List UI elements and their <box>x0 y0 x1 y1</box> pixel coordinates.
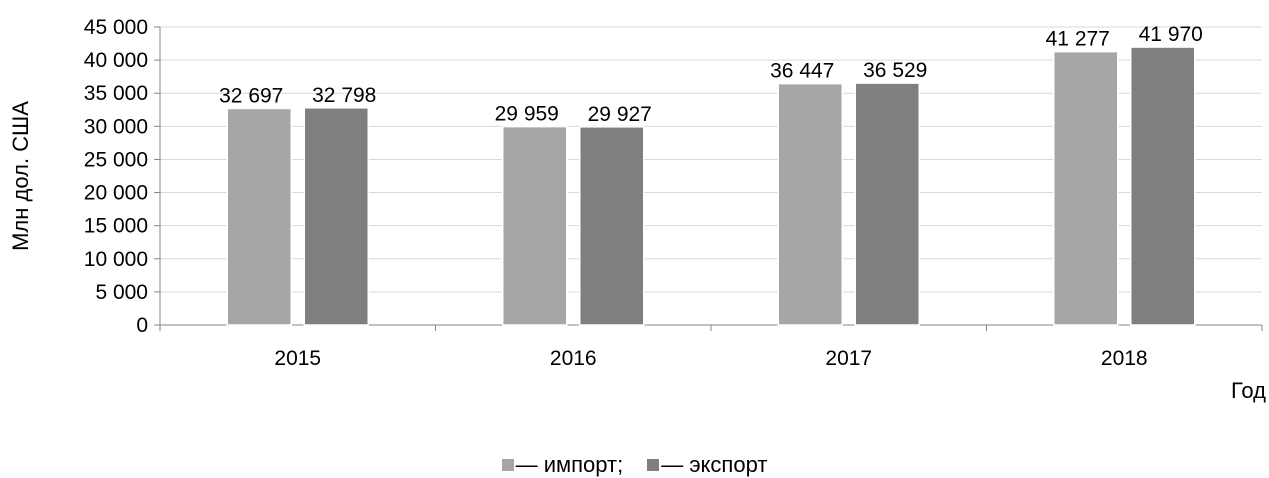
x-tick-label: 2018 <box>1101 347 1148 370</box>
legend-swatch-import <box>501 458 514 471</box>
bar-export <box>854 82 920 326</box>
data-label: 32 697 <box>219 84 283 107</box>
x-tick-label: 2016 <box>550 347 597 370</box>
x-axis-title: Год <box>1231 378 1266 403</box>
legend-label-export: — экспорт <box>661 451 768 477</box>
bar-export <box>303 107 369 326</box>
y-tick-label: 35 000 <box>84 82 148 105</box>
bar-import <box>502 125 568 326</box>
data-label: 36 529 <box>863 59 927 82</box>
bar-import <box>1053 50 1119 326</box>
y-tick-label: 15 000 <box>84 215 148 238</box>
data-label: 32 798 <box>312 84 376 107</box>
data-label: 29 927 <box>588 103 652 126</box>
legend-swatch-export <box>647 458 660 471</box>
y-tick-label: 5 000 <box>95 281 148 304</box>
x-tick-label: 2017 <box>825 347 872 370</box>
y-tick-label: 0 <box>136 314 148 337</box>
bar-export <box>579 126 645 326</box>
legend-item-export: — экспорт <box>647 452 767 478</box>
y-tick-label: 20 000 <box>84 182 148 205</box>
y-tick-label: 25 000 <box>84 148 148 171</box>
legend: — импорт; — экспорт <box>0 452 1269 477</box>
legend-item-import: — импорт; <box>501 451 624 478</box>
y-tick-label: 10 000 <box>84 248 148 271</box>
y-tick-label: 45 000 <box>84 16 148 39</box>
data-label: 36 447 <box>770 60 834 83</box>
data-label: 41 970 <box>1139 23 1203 46</box>
bar-import <box>777 82 843 326</box>
y-axis-title: Млн дол. США <box>8 101 33 251</box>
x-tick-label: 2015 <box>274 347 321 370</box>
data-label: 29 959 <box>495 103 559 126</box>
bar-export <box>1130 46 1196 326</box>
bar-chart: 0 5 000 10 000 15 000 20 000 25 000 30 000 35 0… <box>8 16 1266 403</box>
legend-label-import: — импорт; <box>515 451 624 477</box>
y-tick-label: 40 000 <box>84 49 148 72</box>
data-label: 41 277 <box>1046 28 1110 51</box>
y-tick-label: 30 000 <box>84 115 148 138</box>
bar-import <box>226 107 292 326</box>
